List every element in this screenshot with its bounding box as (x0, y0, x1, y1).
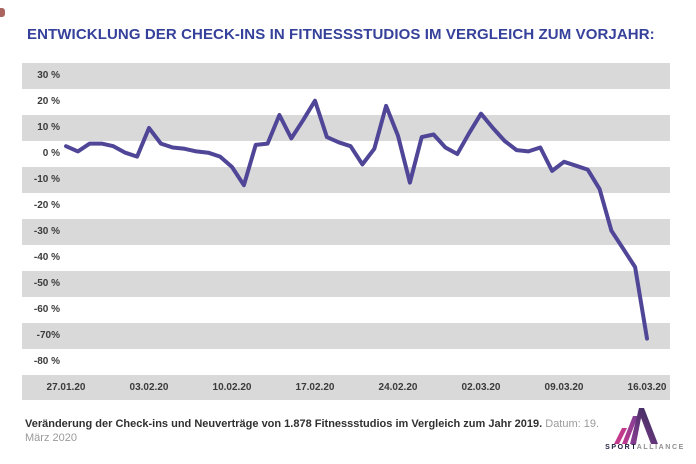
y-tick-label: -30 % (33, 226, 60, 237)
chart-title: ENTWICKLUNG DER CHECK-INS IN FITNESSSTUD… (27, 26, 655, 43)
y-tick-label: -40 % (33, 252, 60, 263)
sportalliance-logo: SPORTALLIANCE (600, 402, 690, 456)
footer-note: Veränderung der Check-ins und Neuverträg… (25, 417, 600, 445)
x-tick-label: 03.02.20 (129, 382, 169, 393)
x-tick-label: 27.01.20 (46, 382, 86, 393)
logo-alliance-label: ALLIANCE (636, 444, 685, 451)
y-tick-label: -70% (36, 330, 60, 341)
x-tick-label: 16.03.20 (627, 382, 667, 393)
x-tick-label: 02.03.20 (461, 382, 501, 393)
x-axis-band: 27.01.20 03.02.20 10.02.20 17.02.20 24.02.20… (22, 375, 670, 400)
checkins-trend-line (64, 98, 649, 341)
y-tick-label: 0 % (42, 148, 60, 159)
checkins-line-chart (64, 98, 649, 341)
y-tick-label: 20 % (37, 96, 60, 107)
x-tick-label: 24.02.20 (378, 382, 418, 393)
y-tick-label: 30 % (37, 70, 60, 81)
footer-note-text: Veränderung der Check-ins und Neuverträg… (25, 418, 543, 430)
y-tick-label: -10 % (33, 174, 60, 185)
x-tick-label: 17.02.20 (295, 382, 335, 393)
footer-date: Datum: 19. März 2020 (25, 418, 600, 444)
x-tick-label: 09.03.20 (544, 382, 584, 393)
y-tick-label: 10 % (37, 122, 60, 133)
edge-red-artifact (0, 8, 5, 17)
y-tick-label: -60 % (33, 304, 60, 315)
y-tick-label: -50 % (33, 278, 60, 289)
logo-sport-label: SPORT (605, 444, 637, 451)
sportalliance-logo-icon (614, 408, 658, 444)
plot-area: 30 % 20 % 10 % 0 % -10 % -20 % -30 % -40 % -50 %… (22, 63, 670, 375)
y-tick-label: -80 % (33, 356, 60, 367)
y-tick-label: -20 % (33, 200, 60, 211)
x-tick-label: 10.02.20 (212, 382, 252, 393)
sportalliance-logo-text: SPORTALLIANCE (600, 444, 690, 451)
